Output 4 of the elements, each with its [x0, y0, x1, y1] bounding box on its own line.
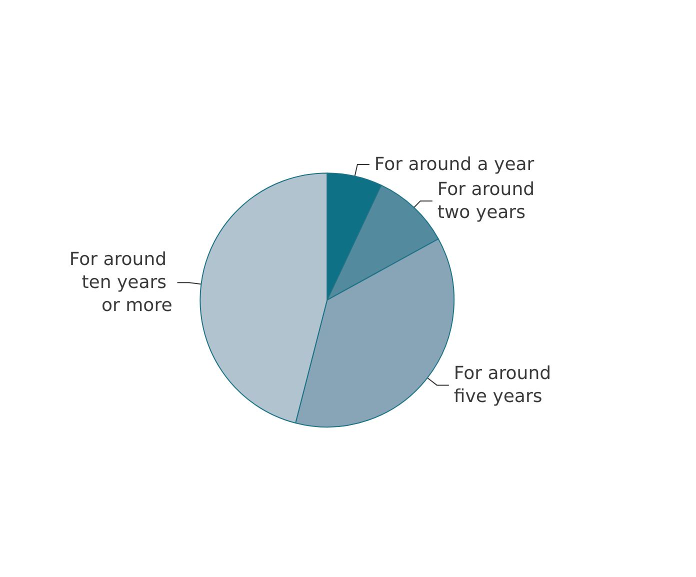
slice-label: For around two years [437, 178, 540, 223]
slice-label: For around a year [374, 154, 535, 175]
slice-label: For around ten years or more [69, 249, 172, 316]
slice-label: For around five years [454, 363, 557, 408]
